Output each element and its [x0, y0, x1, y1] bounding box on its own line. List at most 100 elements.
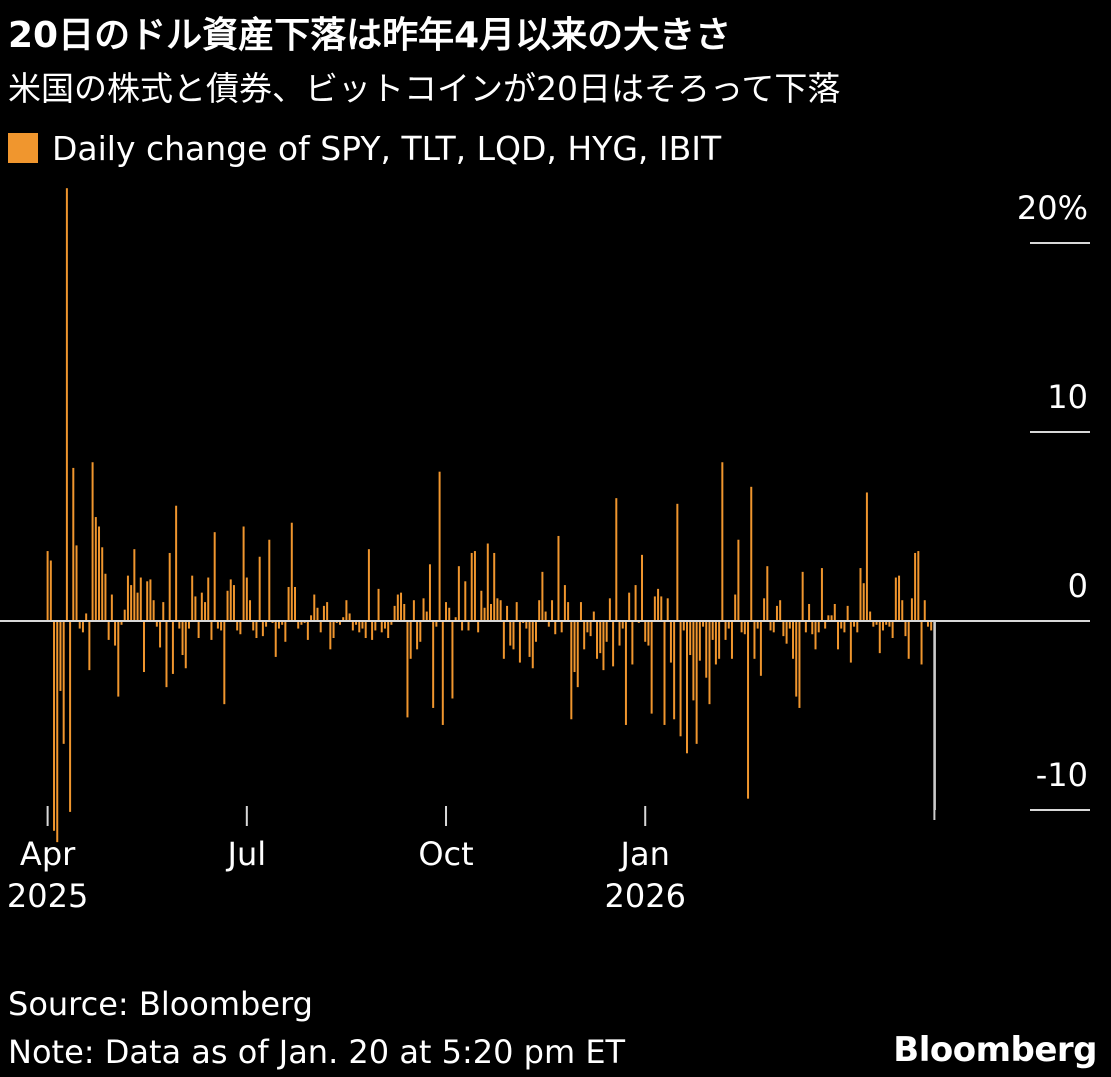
bar — [621, 621, 624, 629]
bar — [531, 621, 534, 669]
bar — [798, 621, 801, 708]
bar — [496, 598, 499, 621]
bar — [808, 603, 811, 621]
bar — [367, 549, 370, 621]
bar — [143, 621, 145, 673]
bar — [698, 621, 701, 661]
bar — [596, 621, 599, 659]
bar — [493, 552, 496, 621]
bar — [133, 549, 136, 621]
bar — [351, 621, 354, 631]
bar — [416, 621, 419, 650]
bar — [576, 621, 579, 688]
bar — [724, 621, 727, 640]
bar — [573, 621, 576, 673]
bar — [210, 621, 213, 640]
bar — [400, 592, 403, 621]
bar — [740, 621, 743, 633]
bar — [94, 517, 97, 621]
x-tick-label: Jul — [226, 835, 267, 873]
bar — [46, 551, 49, 621]
x-tick-year-label: 2026 — [605, 877, 686, 915]
bar — [252, 621, 255, 631]
bar — [518, 621, 521, 663]
bar — [258, 556, 261, 621]
bar — [840, 621, 843, 629]
bar — [560, 621, 563, 633]
bar — [101, 547, 104, 621]
bar — [679, 621, 682, 737]
bar — [146, 581, 149, 621]
bar — [229, 579, 232, 621]
bar — [592, 611, 595, 621]
bar — [85, 613, 88, 621]
bar — [534, 621, 537, 642]
bar — [355, 621, 358, 625]
bar — [788, 621, 791, 629]
bar — [207, 577, 210, 621]
bar — [669, 621, 672, 663]
bar — [538, 600, 541, 621]
bar — [557, 535, 560, 621]
bar — [265, 621, 268, 627]
bar — [827, 615, 830, 621]
bar — [756, 621, 759, 629]
bar — [644, 621, 647, 642]
bar — [583, 621, 586, 650]
bar — [747, 621, 750, 799]
note-text: Note: Data as of Jan. 20 at 5:20 pm ET — [8, 1033, 626, 1071]
bar — [525, 621, 528, 629]
bar — [705, 621, 708, 678]
bar — [801, 571, 804, 621]
x-tick-label: Jan — [619, 835, 670, 873]
bar — [159, 621, 162, 648]
bar — [486, 543, 489, 621]
bar — [602, 621, 605, 671]
bar — [814, 621, 817, 650]
bar — [294, 586, 296, 621]
bar — [98, 526, 101, 621]
bar — [342, 617, 345, 621]
bar — [567, 602, 570, 621]
bar — [551, 600, 554, 621]
bar — [785, 621, 788, 644]
bar — [435, 621, 438, 627]
bar — [483, 607, 486, 621]
bar — [608, 598, 611, 621]
bar — [242, 526, 245, 621]
x-tick-label: Apr — [20, 835, 76, 873]
bar — [926, 621, 929, 627]
bar — [759, 621, 762, 676]
bar — [772, 621, 775, 633]
bar — [448, 607, 451, 621]
legend: Daily change of SPY, TLT, LQD, HYG, IBIT — [8, 128, 721, 168]
bar — [824, 621, 827, 629]
bloomberg-logo: Bloomberg — [893, 1030, 1097, 1070]
y-tick-label: 10 — [1047, 378, 1088, 416]
bar — [714, 621, 717, 665]
bar — [393, 605, 396, 621]
bar — [663, 621, 666, 725]
bar — [223, 621, 226, 705]
bar — [647, 621, 650, 646]
bar — [586, 621, 589, 633]
bar — [502, 621, 505, 659]
legend-label: Daily change of SPY, TLT, LQD, HYG, IBIT — [52, 128, 722, 168]
bar — [923, 600, 926, 621]
bar — [676, 503, 679, 621]
bar — [178, 621, 181, 629]
bar — [837, 621, 839, 650]
bar — [396, 594, 399, 621]
bar — [666, 598, 669, 621]
bar — [528, 621, 531, 657]
bar — [628, 592, 631, 621]
bar — [467, 621, 470, 631]
bar — [660, 596, 663, 621]
bar — [779, 600, 782, 621]
bar — [123, 609, 126, 621]
bar — [930, 621, 933, 631]
bar — [894, 577, 897, 621]
bar — [512, 621, 515, 650]
x-tick-year-label: 2025 — [7, 877, 88, 915]
bar — [737, 539, 740, 621]
